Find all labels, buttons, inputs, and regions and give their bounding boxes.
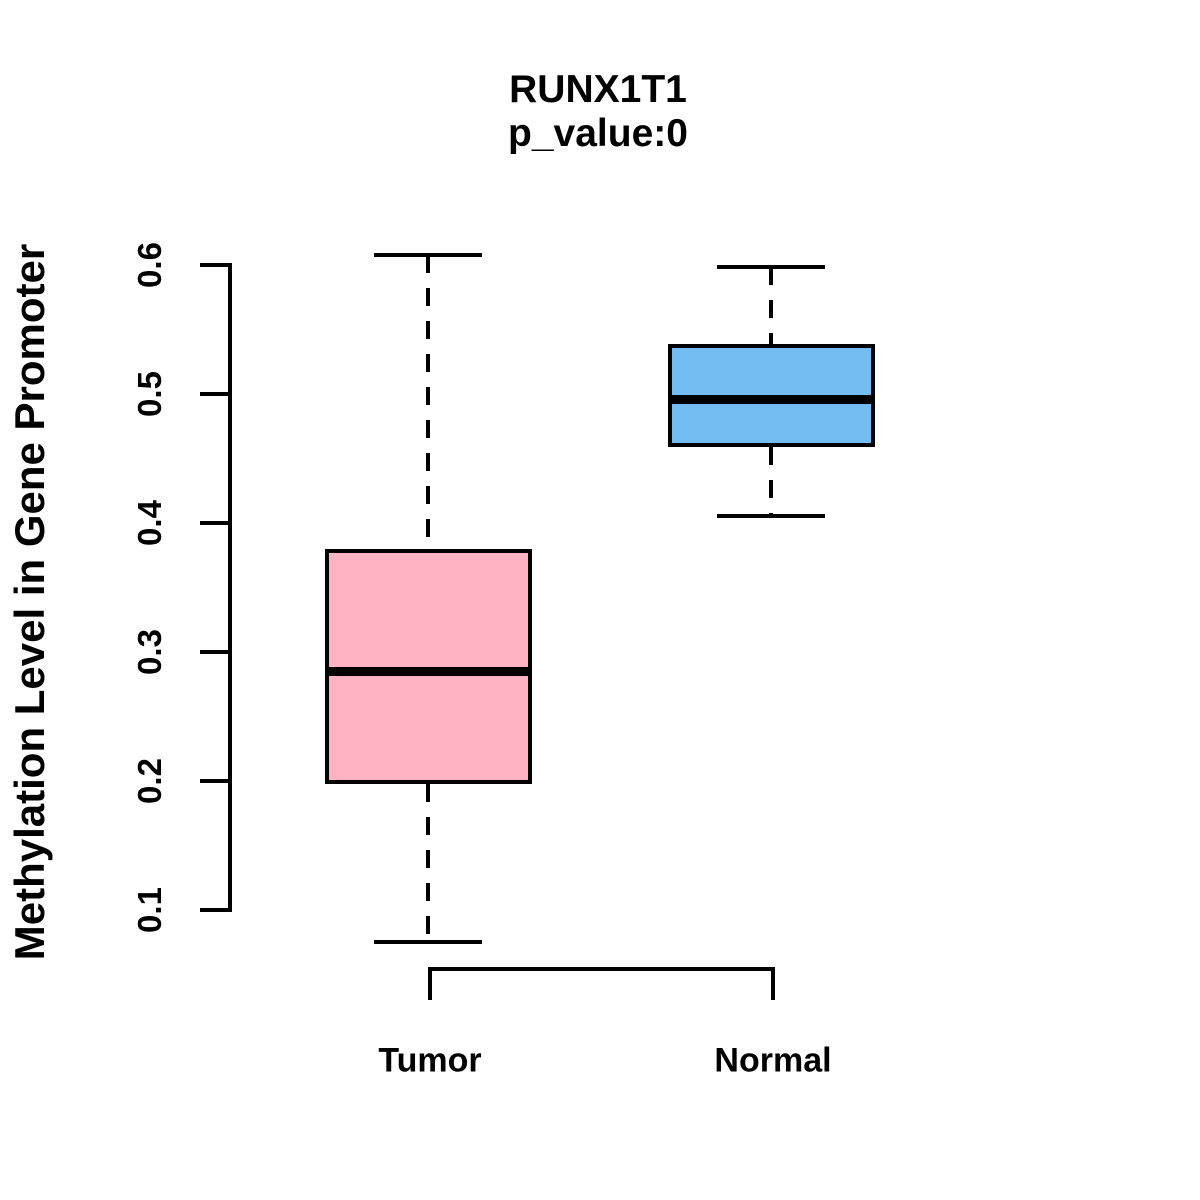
x-axis-line [428,967,775,971]
whisker-upper-tumor [426,255,430,550]
y-axis-line [228,263,232,912]
y-axis-tick-label: 0.5 [131,371,168,417]
y-axis-tick-label: 0.1 [131,887,168,933]
y-axis-tick [200,650,228,654]
y-axis-tick-label: 0.6 [131,242,168,288]
x-axis-tick-normal [771,967,775,1000]
x-category-label-tumor: Tumor [378,1041,482,1080]
x-axis-tick-tumor [428,967,432,1000]
y-axis-tick-label: 0.4 [131,500,168,546]
y-axis-tick [200,908,228,912]
whisker-lower-tumor [426,784,430,942]
whisker-cap-upper-tumor [374,253,482,258]
chart-title-block: RUNX1T1 p_value:0 [230,68,966,156]
whisker-cap-lower-tumor [374,939,482,944]
whisker-lower-normal [769,447,773,516]
median-tumor [324,667,532,677]
whisker-upper-normal [769,266,773,345]
chart-title: RUNX1T1 [509,68,687,111]
median-normal [667,395,875,405]
chart-subtitle: p_value:0 [508,112,688,155]
whisker-cap-upper-normal [717,264,825,269]
y-axis-tick [200,392,228,396]
y-axis-title: Methylation Level in Gene Promoter [6,243,53,961]
whisker-cap-lower-normal [717,513,825,518]
x-category-label-normal: Normal [714,1041,832,1080]
y-axis-tick-label: 0.3 [131,629,168,675]
y-axis-tick [200,779,228,783]
y-axis-tick [200,521,228,525]
y-axis-tick-label: 0.2 [131,758,168,804]
box-tumor [324,549,532,785]
y-axis-tick [200,263,228,267]
